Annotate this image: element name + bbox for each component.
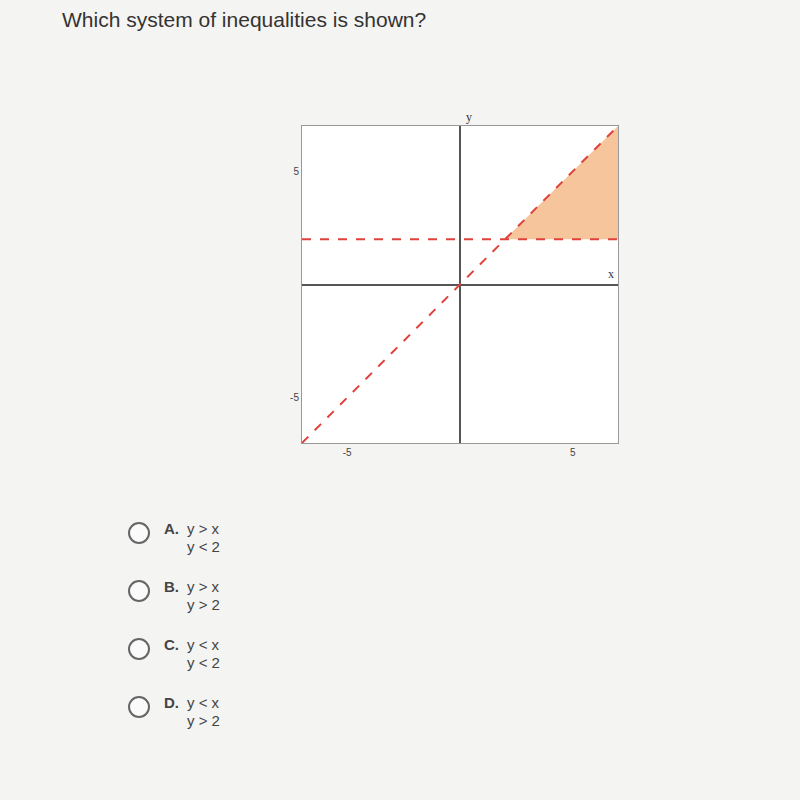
svg-text:x: x bbox=[608, 267, 614, 281]
html-text:y < x: y < x bbox=[187, 694, 220, 711]
svg-text:y: y bbox=[466, 112, 472, 124]
html-text:D.: D. bbox=[164, 694, 179, 711]
html-text:y > x: y > x bbox=[187, 520, 220, 537]
html-text:Which system of inequalities i: Which system of inequalities is shown? bbox=[62, 8, 427, 31]
html-text:A.: A. bbox=[164, 520, 179, 537]
svg-text:-5: -5 bbox=[343, 447, 352, 458]
html-text:y > x: y > x bbox=[187, 578, 220, 595]
html-text:B.: B. bbox=[164, 578, 179, 595]
html-text:y > 2: y > 2 bbox=[187, 596, 220, 613]
html-text:y < 2: y < 2 bbox=[187, 654, 220, 671]
html-text:C.: C. bbox=[164, 636, 179, 653]
html-text:y > 2: y > 2 bbox=[187, 712, 220, 729]
html-text:y < x: y < x bbox=[187, 636, 220, 653]
svg-text:-5: -5 bbox=[290, 392, 299, 403]
svg-text:5: 5 bbox=[570, 447, 576, 458]
html-text:y < 2: y < 2 bbox=[187, 538, 220, 555]
svg-text:5: 5 bbox=[293, 166, 299, 177]
